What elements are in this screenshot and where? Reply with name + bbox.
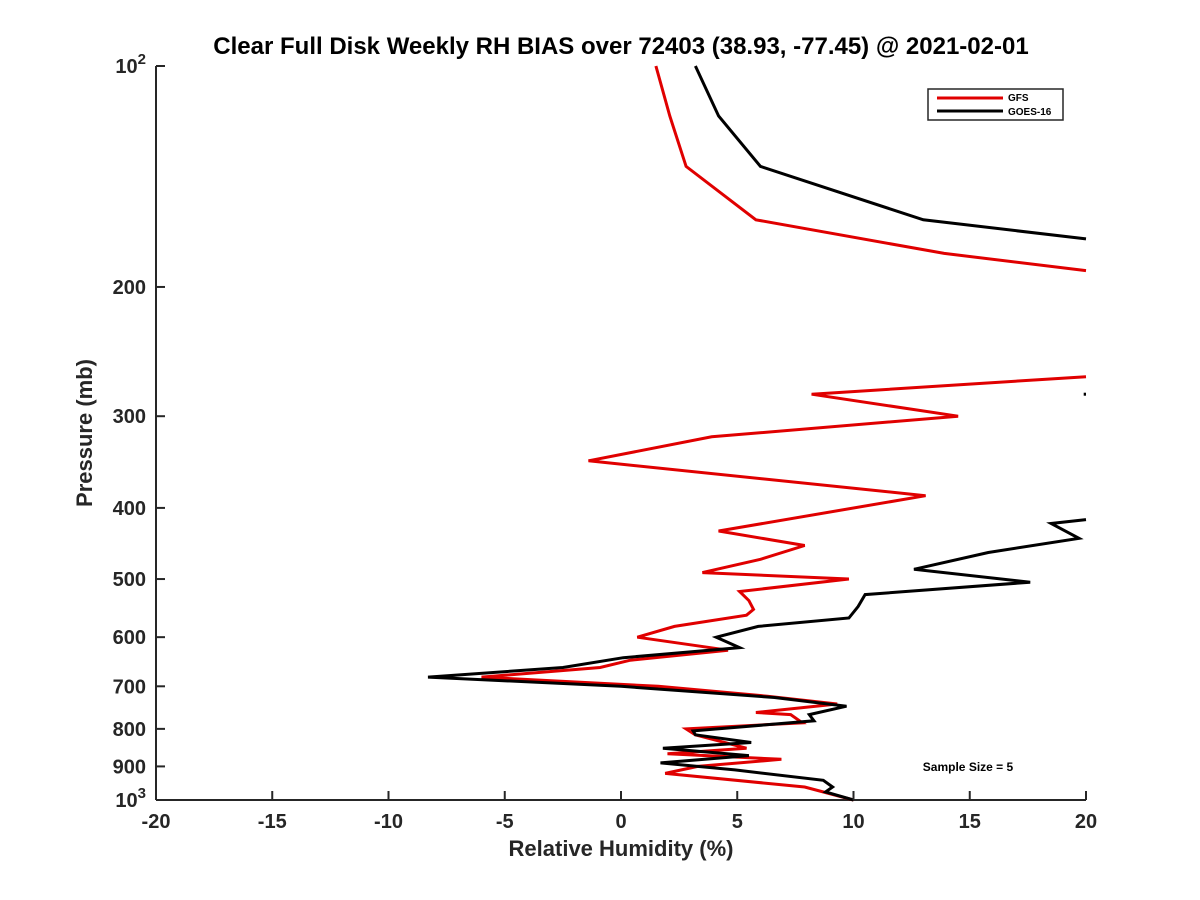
series-gfs — [481, 65, 1087, 802]
series-line-segment — [427, 518, 1087, 802]
x-tick-label: 0 — [615, 811, 626, 833]
sample-size-annotation: Sample Size = 5 — [923, 760, 1014, 774]
y-tick-label: 800 — [113, 719, 146, 741]
series-line-segment — [481, 375, 1087, 802]
legend-label-gfs: GFS — [1008, 93, 1029, 104]
series-goes-16 — [427, 65, 1087, 802]
x-tick-label: -15 — [258, 811, 287, 833]
series-line-segment — [694, 65, 1087, 241]
legend: GFS GOES-16 — [927, 88, 1064, 121]
y-tick-label: 400 — [113, 498, 146, 520]
y-tick-label: 500 — [113, 569, 146, 591]
y-axis-ticks: 102 200 300 400 500 600 700 800 900 103 — [113, 51, 165, 812]
chart-title: Clear Full Disk Weekly RH BIAS over 7240… — [213, 33, 1028, 60]
x-tick-label: 20 — [1075, 811, 1097, 833]
legend-label-goes16: GOES-16 — [1008, 107, 1052, 118]
series-layer — [427, 65, 1087, 802]
x-tick-label: 5 — [732, 811, 743, 833]
x-tick-label: 10 — [842, 811, 864, 833]
y-tick-label: 103 — [115, 785, 146, 812]
series-line-segment — [654, 65, 1087, 273]
x-axis-ticks: -20 -15 -10 -5 0 5 10 15 20 — [142, 791, 1097, 833]
x-tick-label: -5 — [496, 811, 514, 833]
y-tick-label: 200 — [113, 277, 146, 299]
y-axis-label: Pressure (mb) — [72, 359, 97, 507]
y-tick-label: 900 — [113, 756, 146, 778]
x-tick-label: -20 — [142, 811, 171, 833]
y-tick-label: 700 — [113, 676, 146, 698]
x-axis-label: Relative Humidity (%) — [509, 836, 734, 861]
y-tick-label: 600 — [113, 627, 146, 649]
y-tick-label: 300 — [113, 406, 146, 428]
x-tick-label: -10 — [374, 811, 403, 833]
y-tick-label: 102 — [115, 51, 146, 78]
x-tick-label: 15 — [959, 811, 981, 833]
legend-box — [927, 88, 1064, 121]
